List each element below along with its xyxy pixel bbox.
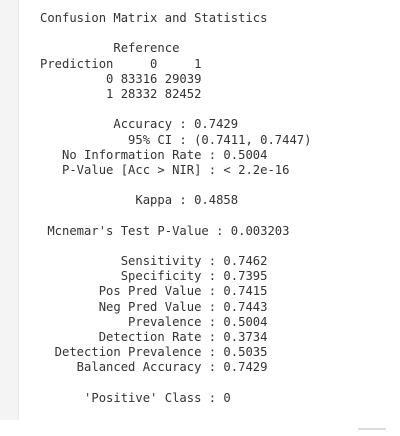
stat-confidence-interval: 95% CI : (0.7411, 0.7447) [40, 132, 312, 147]
scroll-corner-mark [358, 428, 386, 430]
stat-specificity: Specificity : 0.7395 [40, 269, 268, 284]
stat-kappa: Kappa : 0.4858 [40, 193, 239, 208]
matrix-row-0: 0 83316 29039 [40, 71, 202, 86]
stat-positive-class: 'Positive' Class : 0 [40, 390, 231, 405]
matrix-row-1: 1 28332 82452 [40, 86, 202, 101]
r-console-output: Confusion Matrix and Statistics Referenc… [40, 11, 395, 411]
blank-line [40, 208, 395, 223]
blank-line [40, 376, 395, 391]
output-title: Confusion Matrix and Statistics [40, 11, 268, 25]
matrix-prediction-header: Prediction 0 1 [40, 56, 202, 71]
blank-line [40, 178, 395, 193]
blank-line [40, 239, 395, 254]
console-gutter [0, 0, 19, 420]
stat-pos-pred-value: Pos Pred Value : 0.7415 [40, 284, 268, 299]
stat-mcnemar: Mcnemar's Test P-Value : 0.003203 [40, 223, 290, 238]
stat-detection-prevalence: Detection Prevalence : 0.5035 [40, 345, 268, 360]
blank-line [40, 26, 395, 41]
blank-line [40, 102, 395, 117]
matrix-reference-header: Reference [40, 41, 180, 56]
stat-balanced-accuracy: Balanced Accuracy : 0.7429 [40, 360, 268, 375]
stat-detection-rate: Detection Rate : 0.3734 [40, 329, 268, 344]
bottom-margin [0, 420, 400, 436]
stat-prevalence: Prevalence : 0.5004 [40, 314, 268, 329]
stat-sensitivity: Sensitivity : 0.7462 [40, 254, 268, 268]
stat-neg-pred-value: Neg Pred Value : 0.7443 [40, 299, 268, 314]
stat-p-value: P-Value [Acc > NIR] : < 2.2e-16 [40, 162, 290, 177]
stat-no-information-rate: No Information Rate : 0.5004 [40, 147, 268, 162]
stat-accuracy: Accuracy : 0.7429 [40, 117, 239, 132]
